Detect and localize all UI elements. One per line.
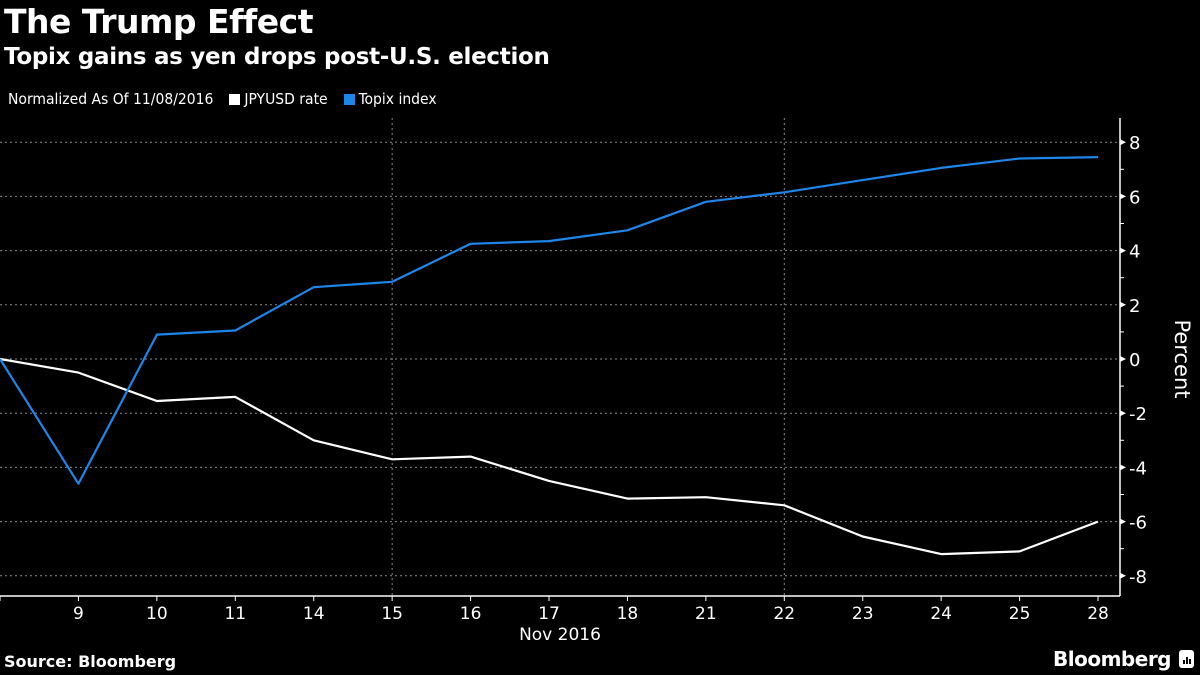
y-tick-label: 8 xyxy=(1129,133,1140,154)
x-tick-label: 23 xyxy=(852,604,874,624)
y-tick-label: -2 xyxy=(1129,404,1147,425)
x-axis-title: Nov 2016 xyxy=(519,625,601,645)
y-tick-mark xyxy=(1120,518,1126,525)
series-line-jpyusd xyxy=(0,357,1099,556)
legend: Normalized As Of 11/08/2016 JPYUSD rate … xyxy=(8,90,453,108)
series-lines xyxy=(0,156,1099,556)
x-tick-label: 15 xyxy=(381,604,403,624)
y-tick-label: -6 xyxy=(1129,513,1147,534)
y-tick-mark xyxy=(1120,247,1126,254)
y-tick-mark xyxy=(1120,139,1126,146)
y-tick-mark xyxy=(1120,356,1126,362)
y-tick-mark xyxy=(1120,301,1126,308)
x-tick-label: 9 xyxy=(73,604,84,624)
x-tick-label: 17 xyxy=(538,604,560,624)
legend-item-jpyusd: JPYUSD rate xyxy=(229,90,328,108)
y-tick-mark xyxy=(1120,410,1126,417)
y-tick-label: -8 xyxy=(1129,567,1147,588)
y-tick-label: 6 xyxy=(1129,187,1140,208)
gridlines xyxy=(0,118,1120,596)
legend-swatch-topix xyxy=(343,93,355,105)
bloomberg-logo: Bloomberg xyxy=(1053,647,1194,671)
y-tick-mark xyxy=(1120,193,1126,200)
series-line-topix xyxy=(0,156,1099,485)
legend-label-jpyusd: JPYUSD rate xyxy=(244,90,328,108)
chart-subtitle: Topix gains as yen drops post-U.S. elect… xyxy=(4,44,550,70)
legend-item-topix: Topix index xyxy=(343,90,437,108)
x-tick-label: 22 xyxy=(773,604,795,624)
x-tick-label: 10 xyxy=(146,604,168,624)
legend-swatch-jpyusd xyxy=(229,93,241,105)
y-tick-mark xyxy=(1120,464,1126,471)
x-tick-label: 18 xyxy=(617,604,639,624)
y-tick-label: 4 xyxy=(1129,242,1140,263)
chart-title: The Trump Effect xyxy=(4,2,314,41)
x-tick-label: 24 xyxy=(930,604,952,624)
source-note: Source: Bloomberg xyxy=(4,652,177,671)
y-tick-label: -4 xyxy=(1129,458,1147,479)
axes xyxy=(0,118,1126,601)
y-tick-mark xyxy=(1120,572,1126,579)
y-axis-title: Percent xyxy=(1170,319,1194,398)
axis-labels: 8 6 4 2 0 -2 -4 -6 -8 9 10 11 14 15 16 17 18 21 22 23 24 25 28 xyxy=(73,133,1147,624)
y-tick-label: 2 xyxy=(1129,296,1140,317)
x-tick-label: 16 xyxy=(460,604,482,624)
y-tick-label: 0 xyxy=(1129,350,1140,371)
legend-note: Normalized As Of 11/08/2016 xyxy=(8,90,214,108)
legend-label-topix: Topix index xyxy=(358,90,437,108)
x-tick-label: 14 xyxy=(303,604,325,624)
x-tick-label: 21 xyxy=(695,604,717,624)
x-tick-label: 28 xyxy=(1087,604,1109,624)
brand-name: Bloomberg xyxy=(1053,647,1171,671)
x-tick-label: 25 xyxy=(1009,604,1031,624)
bloomberg-chart-icon xyxy=(1179,650,1194,668)
x-tick-label: 11 xyxy=(224,604,246,624)
